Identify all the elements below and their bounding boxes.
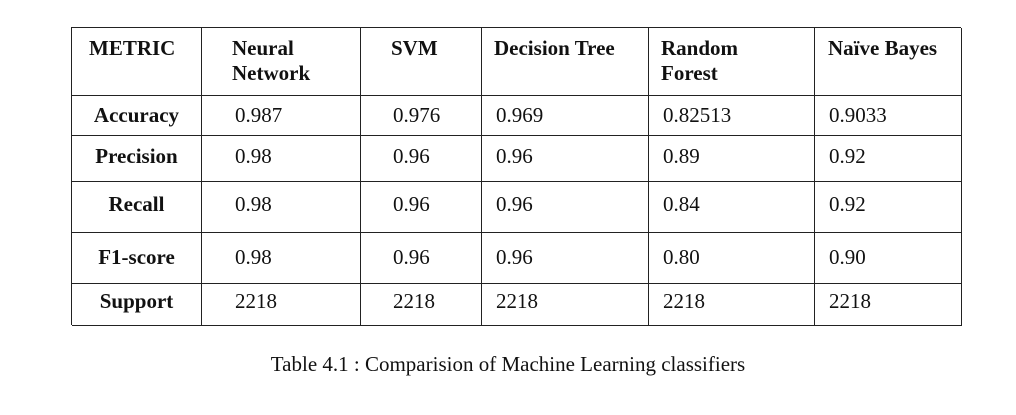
header-random-forest: Random Forest (649, 28, 815, 96)
header-naive-bayes: Naïve Bayes (815, 28, 962, 96)
cell-support-neural-network: 2218 (202, 284, 361, 326)
cell-precision-decision-tree: 0.96 (482, 136, 649, 182)
header-svm: SVM (361, 28, 482, 96)
cell-recall-neural-network: 0.98 (202, 182, 361, 233)
cell-support-naive-bayes: 2218 (815, 284, 962, 326)
cell-accuracy-random-forest: 0.82513 (649, 96, 815, 136)
cell-f1-score-svm: 0.96 (361, 233, 482, 284)
cell-accuracy-neural-network: 0.987 (202, 96, 361, 136)
row-label-recall: Recall (72, 182, 202, 233)
row-label-f1-score: F1-score (72, 233, 202, 284)
cell-f1-score-random-forest: 0.80 (649, 233, 815, 284)
cell-recall-decision-tree: 0.96 (482, 182, 649, 233)
cell-support-svm: 2218 (361, 284, 482, 326)
cell-f1-score-decision-tree: 0.96 (482, 233, 649, 284)
cell-recall-random-forest: 0.84 (649, 182, 815, 233)
cell-precision-random-forest: 0.89 (649, 136, 815, 182)
row-label-accuracy: Accuracy (72, 96, 202, 136)
cell-accuracy-naive-bayes: 0.9033 (815, 96, 962, 136)
cell-support-random-forest: 2218 (649, 284, 815, 326)
cell-recall-naive-bayes: 0.92 (815, 182, 962, 233)
classifier-comparison-table: METRIC Neural Network SVM Decision Tree … (71, 27, 962, 326)
cell-f1-score-neural-network: 0.98 (202, 233, 361, 284)
row-label-precision: Precision (72, 136, 202, 182)
cell-recall-svm: 0.96 (361, 182, 482, 233)
cell-accuracy-decision-tree: 0.969 (482, 96, 649, 136)
header-neural-network: Neural Network (202, 28, 361, 96)
table-caption: Table 4.1 : Comparision of Machine Learn… (270, 352, 746, 376)
row-label-support: Support (72, 284, 202, 326)
cell-precision-neural-network: 0.98 (202, 136, 361, 182)
header-decision-tree: Decision Tree (482, 28, 649, 96)
cell-precision-naive-bayes: 0.92 (815, 136, 962, 182)
cell-support-decision-tree: 2218 (482, 284, 649, 326)
cell-accuracy-svm: 0.976 (361, 96, 482, 136)
cell-precision-svm: 0.96 (361, 136, 482, 182)
header-metric: METRIC (72, 28, 202, 96)
cell-f1-score-naive-bayes: 0.90 (815, 233, 962, 284)
